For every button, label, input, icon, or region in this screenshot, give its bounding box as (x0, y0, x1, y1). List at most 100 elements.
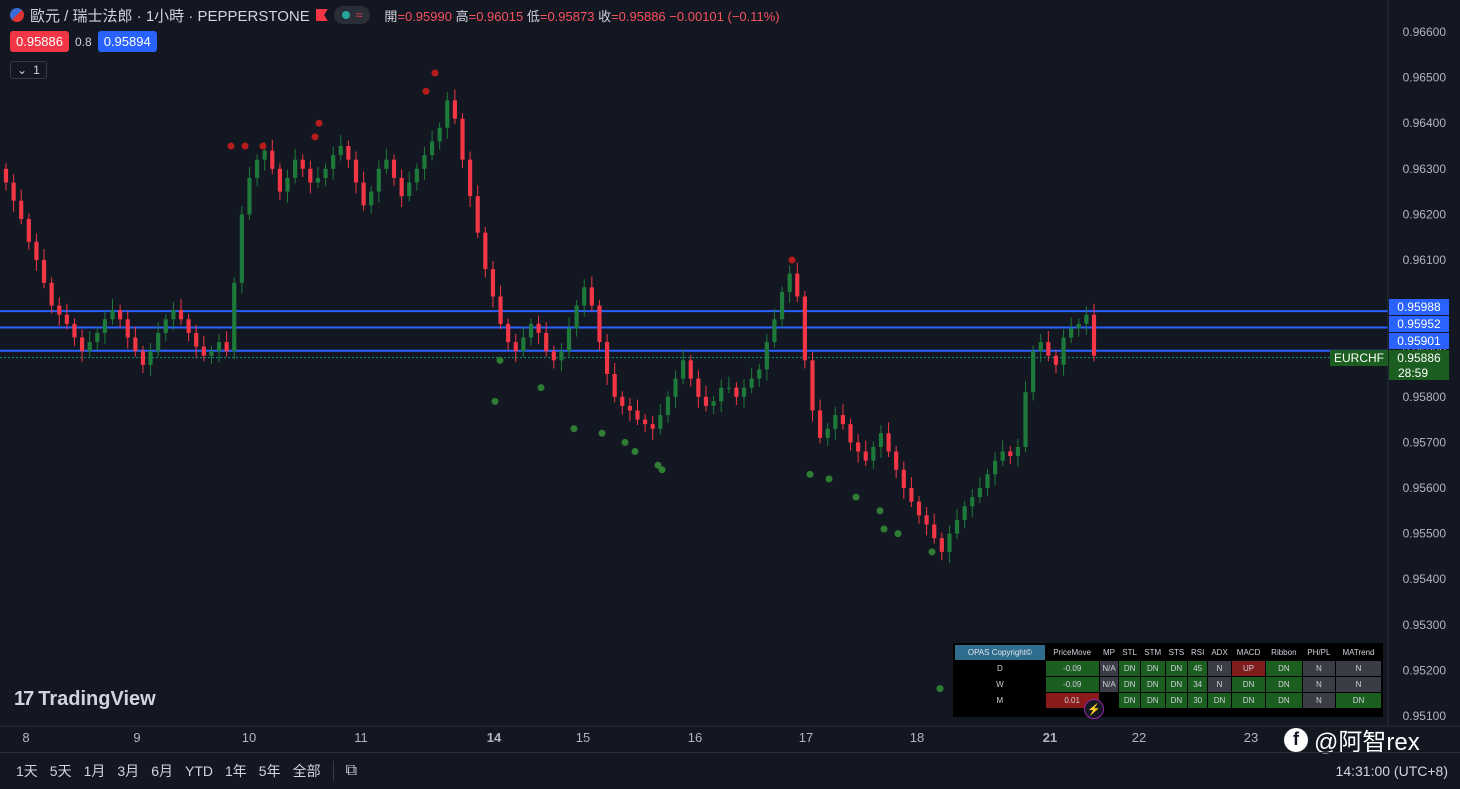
candle[interactable] (779, 291, 785, 320)
candle[interactable] (26, 218, 31, 242)
candle[interactable] (696, 378, 701, 397)
candle[interactable] (224, 342, 229, 352)
candle[interactable] (559, 351, 564, 361)
candle[interactable] (148, 351, 153, 365)
candle[interactable] (665, 396, 671, 416)
candle[interactable] (551, 351, 556, 361)
candle[interactable] (741, 387, 747, 397)
lightning-icon[interactable]: ⚡ (1084, 699, 1104, 719)
candle[interactable] (391, 159, 397, 178)
candle[interactable] (1061, 337, 1066, 365)
candle[interactable] (133, 337, 138, 352)
candle[interactable] (772, 319, 777, 343)
candle[interactable] (163, 319, 168, 333)
candle[interactable] (209, 351, 214, 356)
candle[interactable] (673, 378, 678, 397)
candle[interactable] (1038, 342, 1043, 352)
candle[interactable] (916, 501, 922, 516)
candle[interactable] (95, 332, 100, 343)
candle[interactable] (452, 100, 457, 119)
candle[interactable] (909, 488, 914, 502)
candle[interactable] (658, 415, 663, 429)
candle[interactable] (118, 310, 123, 320)
candle[interactable] (604, 342, 610, 374)
sell-button[interactable]: 0.95886 (10, 31, 69, 52)
timeframe-button[interactable]: 全部 (292, 763, 321, 779)
candle[interactable] (513, 342, 518, 352)
candle[interactable] (878, 433, 884, 447)
candle[interactable] (1015, 446, 1021, 457)
candle[interactable] (521, 337, 526, 352)
candle[interactable] (399, 177, 404, 197)
candle[interactable] (270, 150, 275, 169)
timeframe-button[interactable]: 3月 (117, 763, 140, 779)
candle[interactable] (802, 296, 807, 361)
candle[interactable] (528, 323, 534, 338)
candle[interactable] (468, 159, 473, 197)
candle[interactable] (757, 369, 762, 379)
candle[interactable] (1091, 314, 1097, 356)
candle[interactable] (620, 396, 625, 406)
candle[interactable] (886, 433, 891, 452)
price-chart[interactable]: 0.96600 0.96500 0.96400 0.96300 0.96200 0.961… (0, 0, 1460, 752)
indicators-collapse-button[interactable]: ⌄ 1 (10, 61, 47, 79)
candle[interactable] (977, 488, 982, 498)
candle[interactable] (49, 282, 54, 306)
candle[interactable] (734, 387, 739, 397)
date-range-icon[interactable]: ⧉ (345, 762, 358, 779)
candle[interactable] (3, 168, 9, 183)
timeframe-button[interactable]: 6月 (151, 763, 173, 779)
candle[interactable] (483, 232, 488, 270)
candle[interactable] (954, 519, 960, 534)
candle[interactable] (41, 260, 47, 283)
candle[interactable] (597, 305, 602, 343)
timeframe-button[interactable]: 1天 (16, 763, 38, 779)
candle[interactable] (262, 150, 267, 160)
candle[interactable] (475, 196, 480, 233)
candle[interactable] (102, 319, 108, 333)
candle[interactable] (19, 200, 24, 219)
candle[interactable] (833, 415, 838, 429)
candle[interactable] (764, 342, 769, 370)
candle[interactable] (277, 168, 282, 192)
candle[interactable] (970, 497, 975, 507)
candle[interactable] (79, 337, 85, 352)
candle[interactable] (749, 378, 754, 388)
candle[interactable] (711, 401, 716, 406)
candle[interactable] (422, 155, 427, 169)
candle[interactable] (156, 332, 161, 352)
candle[interactable] (848, 424, 853, 443)
candle[interactable] (932, 524, 937, 539)
candle[interactable] (369, 191, 374, 206)
candle[interactable] (429, 141, 435, 156)
timeframe-button[interactable]: 1年 (224, 763, 247, 779)
candle[interactable] (11, 182, 16, 201)
candle[interactable] (34, 241, 39, 260)
candle[interactable] (681, 360, 686, 379)
candle[interactable] (64, 314, 69, 324)
candle[interactable] (962, 506, 967, 520)
candle[interactable] (574, 305, 579, 329)
candle[interactable] (384, 159, 389, 169)
candle[interactable] (863, 451, 868, 461)
candle[interactable] (87, 342, 92, 352)
candle[interactable] (825, 428, 830, 438)
candle[interactable] (992, 460, 998, 475)
candle[interactable] (544, 332, 549, 352)
candle[interactable] (650, 424, 655, 429)
candle[interactable] (947, 533, 952, 552)
candle[interactable] (315, 177, 321, 183)
candle[interactable] (1008, 451, 1013, 457)
candle[interactable] (810, 360, 815, 411)
candle[interactable] (924, 515, 929, 525)
candle[interactable] (376, 168, 381, 192)
candle[interactable] (840, 415, 846, 425)
candle[interactable] (985, 474, 990, 488)
candle[interactable] (285, 177, 290, 192)
candle[interactable] (719, 387, 724, 402)
buy-button[interactable]: 0.95894 (97, 31, 157, 52)
bookmark-flag-icon[interactable] (315, 9, 328, 21)
candle[interactable] (787, 273, 792, 292)
candle[interactable] (216, 342, 222, 352)
candle[interactable] (1076, 323, 1081, 329)
